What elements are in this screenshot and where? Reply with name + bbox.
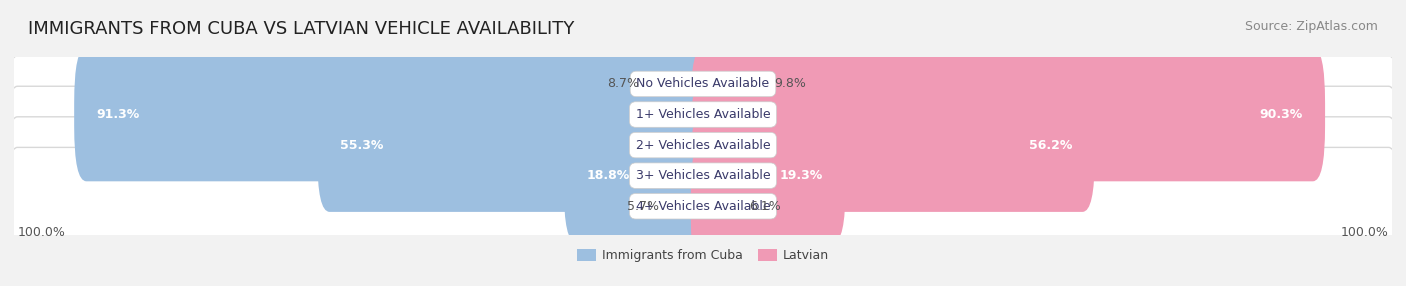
FancyBboxPatch shape xyxy=(75,48,716,181)
FancyBboxPatch shape xyxy=(690,109,845,243)
Text: Source: ZipAtlas.com: Source: ZipAtlas.com xyxy=(1244,20,1378,33)
Text: 55.3%: 55.3% xyxy=(340,139,382,152)
Text: 9.8%: 9.8% xyxy=(775,78,807,90)
Text: 5.7%: 5.7% xyxy=(627,200,659,213)
Text: 4+ Vehicles Available: 4+ Vehicles Available xyxy=(636,200,770,213)
FancyBboxPatch shape xyxy=(633,17,716,151)
Text: 1+ Vehicles Available: 1+ Vehicles Available xyxy=(636,108,770,121)
FancyBboxPatch shape xyxy=(690,140,756,273)
FancyBboxPatch shape xyxy=(7,147,1399,265)
Text: 19.3%: 19.3% xyxy=(780,169,824,182)
FancyBboxPatch shape xyxy=(652,140,716,273)
Text: 6.1%: 6.1% xyxy=(749,200,782,213)
Text: 18.8%: 18.8% xyxy=(586,169,630,182)
FancyBboxPatch shape xyxy=(7,25,1399,143)
FancyBboxPatch shape xyxy=(7,56,1399,173)
Legend: Immigrants from Cuba, Latvian: Immigrants from Cuba, Latvian xyxy=(572,244,834,267)
Text: 100.0%: 100.0% xyxy=(1341,226,1389,239)
Text: 3+ Vehicles Available: 3+ Vehicles Available xyxy=(636,169,770,182)
FancyBboxPatch shape xyxy=(690,17,782,151)
FancyBboxPatch shape xyxy=(7,86,1399,204)
FancyBboxPatch shape xyxy=(690,78,1095,212)
Text: 100.0%: 100.0% xyxy=(17,226,65,239)
FancyBboxPatch shape xyxy=(318,78,716,212)
Text: 91.3%: 91.3% xyxy=(97,108,139,121)
Text: IMMIGRANTS FROM CUBA VS LATVIAN VEHICLE AVAILABILITY: IMMIGRANTS FROM CUBA VS LATVIAN VEHICLE … xyxy=(28,20,575,38)
Text: No Vehicles Available: No Vehicles Available xyxy=(637,78,769,90)
Text: 2+ Vehicles Available: 2+ Vehicles Available xyxy=(636,139,770,152)
Text: 90.3%: 90.3% xyxy=(1260,108,1303,121)
Text: 8.7%: 8.7% xyxy=(607,78,638,90)
FancyBboxPatch shape xyxy=(564,109,716,243)
Text: 56.2%: 56.2% xyxy=(1029,139,1073,152)
FancyBboxPatch shape xyxy=(7,117,1399,235)
FancyBboxPatch shape xyxy=(690,48,1324,181)
